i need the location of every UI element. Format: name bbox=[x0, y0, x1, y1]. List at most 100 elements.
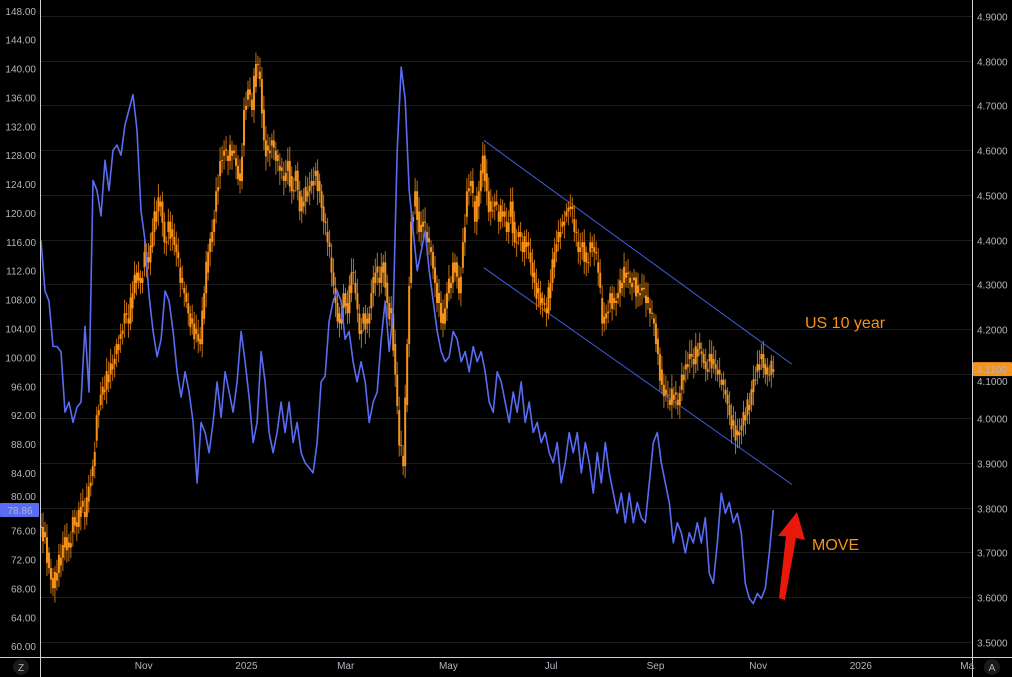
candle-body bbox=[272, 140, 275, 148]
candle-body bbox=[660, 369, 663, 385]
left-tick-label: 80.00 bbox=[11, 492, 36, 503]
time-tick-label: Mar bbox=[337, 661, 355, 672]
candle-body bbox=[318, 181, 321, 192]
candle-body bbox=[159, 201, 162, 207]
candle-body bbox=[434, 267, 437, 283]
candle-body bbox=[45, 537, 48, 563]
candle-body bbox=[87, 486, 90, 502]
candle-body bbox=[736, 430, 739, 436]
candle-body bbox=[171, 229, 174, 237]
candle-body bbox=[507, 222, 510, 232]
candle-body bbox=[115, 344, 118, 355]
candle-body bbox=[157, 197, 160, 212]
candle-body bbox=[300, 196, 303, 212]
candle-body bbox=[457, 277, 460, 294]
right-tick-label: 3.7000 bbox=[977, 549, 1008, 560]
candle-body bbox=[97, 410, 100, 416]
candle-body bbox=[103, 389, 106, 393]
candle-body bbox=[529, 252, 532, 263]
right-last-value-tag: 4.1100 bbox=[973, 362, 1012, 377]
candle-body bbox=[465, 191, 468, 217]
z-button[interactable]: Z bbox=[13, 659, 29, 675]
candle-body bbox=[635, 277, 638, 297]
left-axis[interactable] bbox=[0, 0, 40, 657]
left-tick-label: 96.00 bbox=[11, 382, 36, 393]
candle-body bbox=[471, 181, 474, 194]
candle-body bbox=[601, 298, 604, 324]
auto-scale-button[interactable]: A bbox=[984, 659, 1000, 675]
candle-body bbox=[555, 244, 558, 253]
candle-body bbox=[646, 296, 649, 304]
left-tick-label: 60.00 bbox=[11, 642, 36, 653]
candle-body bbox=[370, 293, 373, 309]
candle-body bbox=[627, 272, 630, 274]
candle-body bbox=[398, 410, 401, 446]
candle-body bbox=[177, 252, 180, 259]
candle-body bbox=[758, 364, 761, 371]
candle-body bbox=[768, 374, 771, 376]
candle-body bbox=[501, 211, 504, 217]
candle-body bbox=[674, 392, 677, 395]
candle-body bbox=[324, 221, 327, 224]
candle-body bbox=[704, 361, 707, 370]
candle-body bbox=[732, 420, 735, 426]
left-tick-label: 92.00 bbox=[11, 411, 36, 422]
candle-body bbox=[322, 206, 325, 222]
candle-body bbox=[440, 303, 443, 323]
left-tick-label: 140.00 bbox=[5, 65, 36, 76]
channel-line-upper[interactable] bbox=[483, 139, 793, 365]
candle-body bbox=[161, 201, 164, 223]
candle-body bbox=[670, 388, 673, 405]
candle-body bbox=[714, 364, 717, 370]
red-arrow-icon bbox=[778, 512, 805, 600]
candle-body bbox=[225, 149, 228, 151]
left-tick-label: 72.00 bbox=[11, 556, 36, 567]
candle-body bbox=[696, 349, 699, 357]
candle-body bbox=[746, 399, 749, 416]
candle-body bbox=[356, 293, 359, 310]
candle-body bbox=[352, 271, 355, 273]
candle-body bbox=[344, 293, 347, 307]
candle-body bbox=[684, 364, 687, 370]
candle-body bbox=[656, 338, 659, 354]
candle-body bbox=[133, 275, 136, 294]
candle-body bbox=[682, 374, 685, 381]
trend-channel[interactable] bbox=[483, 139, 793, 485]
candle-body bbox=[43, 532, 46, 538]
candle-body bbox=[459, 276, 462, 294]
candle-body bbox=[455, 262, 458, 277]
candle-body bbox=[734, 425, 737, 441]
candle-body bbox=[390, 308, 393, 314]
candle-body bbox=[449, 282, 452, 289]
candle-body bbox=[467, 188, 470, 192]
right-tick-label: 4.7000 bbox=[977, 102, 1008, 113]
candle-body bbox=[686, 364, 689, 368]
right-tick-label: 3.6000 bbox=[977, 594, 1008, 605]
right-tick-label: 4.0000 bbox=[977, 415, 1008, 426]
time-tick-label: Ma bbox=[960, 661, 974, 672]
candle-body bbox=[418, 211, 421, 232]
time-axis[interactable] bbox=[0, 657, 1012, 677]
left-tick-label: 132.00 bbox=[5, 122, 36, 133]
candle-body bbox=[155, 211, 158, 222]
candle-body bbox=[451, 262, 454, 283]
candle-body bbox=[41, 526, 44, 542]
candle-body bbox=[374, 272, 377, 283]
candle-body bbox=[372, 277, 375, 294]
candle-body bbox=[119, 333, 122, 340]
candle-body bbox=[690, 353, 693, 357]
candle-body bbox=[135, 272, 138, 283]
candle-body bbox=[561, 221, 564, 227]
candle-body bbox=[539, 293, 542, 306]
candle-body bbox=[547, 287, 550, 314]
candle-body bbox=[101, 386, 104, 395]
candle-body bbox=[384, 262, 387, 288]
right-axis[interactable] bbox=[972, 0, 1012, 657]
left-tick-label: 124.00 bbox=[5, 180, 36, 191]
channel-line-lower[interactable] bbox=[483, 267, 793, 485]
candle-body bbox=[129, 297, 132, 324]
candle-body bbox=[298, 191, 301, 212]
right-tick-label: 4.1000 bbox=[977, 377, 1008, 388]
candle-body bbox=[336, 303, 339, 322]
